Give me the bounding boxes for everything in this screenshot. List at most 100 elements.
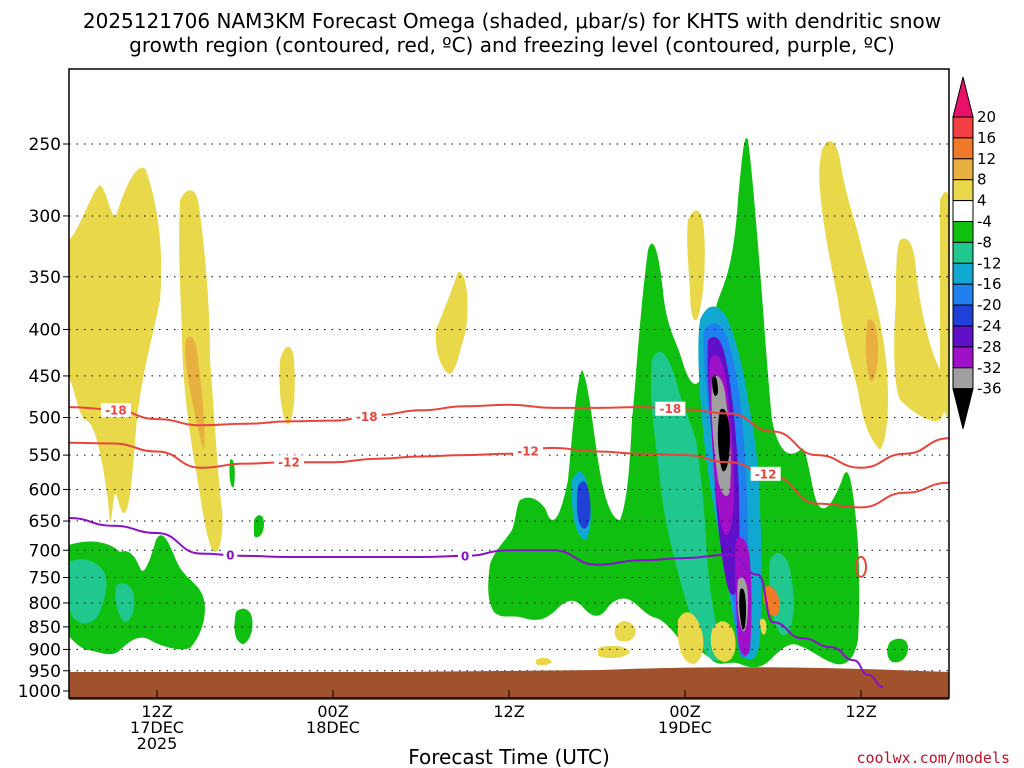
x-tick-label-1-2: 18DEC (306, 718, 360, 737)
colorbar-bin-13 (952, 367, 974, 390)
y-tick-label-600: 600 (29, 480, 61, 500)
x-tick-label-1-1: 00Z (317, 702, 348, 721)
omega-shade-orange-2 (865, 319, 878, 381)
colorbar-label-4: 4 (977, 192, 987, 210)
omega-shade-yellow-7 (894, 238, 946, 421)
omega-shade-yellow-8 (940, 191, 949, 420)
colorbar-bin-6 (952, 221, 974, 243)
omega-shade-yellow-2 (179, 190, 223, 552)
x-tick-label-0-2: 17DEC (130, 718, 184, 737)
contour-label-bg-dgz_minus12-2 (750, 466, 781, 481)
y-tick-label-450: 450 (29, 367, 61, 387)
x-tick-label-0-3: 2025 (137, 734, 178, 753)
omega-shade-green-2 (234, 608, 253, 644)
colorbar-label-10: -24 (977, 317, 1002, 335)
y-tick-label-350: 350 (29, 268, 61, 288)
omega-shade-yellow-11 (598, 645, 630, 659)
colorbar-bin-2 (952, 137, 974, 160)
y-tick-label-800: 800 (29, 594, 61, 614)
y-tick-label-250: 250 (29, 135, 61, 155)
contour-label-bg-dgz_minus12-0 (274, 455, 304, 470)
colorbar-bin-3 (952, 158, 974, 181)
contour-minus12-loop (855, 555, 867, 578)
temperature-contours: -18 -18 -18 -12 -12 -12 0 0 (68, 401, 950, 688)
x-axis-label: Forecast Time (UTC) (408, 745, 610, 768)
colorbar-label-6: -8 (977, 233, 992, 251)
colorbar-label-3: 8 (977, 171, 987, 189)
x-tick-label-3-2: 19DEC (658, 718, 712, 737)
colorbar-label-1: 16 (977, 129, 996, 147)
omega-shade-black-main (717, 408, 730, 472)
omega-shade-green-1 (69, 535, 205, 655)
y-tick-label-300: 300 (29, 207, 61, 227)
contour-label-dgz_minus18-1: -18 (356, 410, 378, 424)
chart-title-line1: 2025121706 NAM3KM Forecast Omega (shaded… (83, 9, 941, 33)
x-tick-label-2-1: 12Z (493, 702, 524, 721)
omega-shade-yellow-1 (69, 167, 162, 522)
colorbar-bin-9 (952, 283, 974, 306)
colorbar-bin-1 (952, 116, 974, 139)
omega-shade-yellow-13 (536, 657, 552, 666)
credit-text: coolwx.com/models (856, 749, 1010, 767)
y-tick-label-550: 550 (29, 446, 61, 466)
y-tick-label-950: 950 (29, 662, 61, 682)
colorbar-label-8: -16 (977, 275, 1002, 293)
colorbar-label-9: -20 (977, 296, 1002, 314)
x-tick-label-3-1: 00Z (669, 702, 700, 721)
contour-label-dgz_minus18-2: -18 (659, 402, 681, 416)
contour-label-freezing_0-1: 0 (461, 549, 469, 563)
omega-shade-teal-2 (115, 583, 135, 623)
omega-shade-orange-1 (185, 336, 205, 450)
contour-label-dgz_minus12-2: -12 (755, 467, 777, 481)
colorbar-label-13: -36 (977, 380, 1002, 398)
colorbar-bin-10 (952, 304, 974, 327)
colorbar-label-5: -4 (977, 213, 992, 231)
omega-shade-blue-small (576, 481, 591, 529)
colorbar-bin-7 (952, 241, 974, 264)
y-tick-label-400: 400 (29, 320, 61, 340)
chart-title-line2: growth region (contoured, red, ºC) and f… (129, 33, 895, 57)
omega-shade-yellow-14 (760, 618, 767, 635)
x-tick-label-4-1: 12Z (845, 702, 876, 721)
colorbar-top-arrow (952, 76, 974, 118)
contour-label-bg-dgz_minus18-0 (100, 403, 131, 418)
colorbar-label-12: -32 (977, 359, 1002, 377)
y-tick-label-850: 850 (29, 618, 61, 638)
y-tick-label-650: 650 (29, 512, 61, 532)
omega-shade-green-small-1 (887, 638, 908, 663)
y-tick-label-1000: 1000 (18, 682, 61, 702)
colorbar-bin-5 (952, 200, 974, 223)
contour-label-bg-dgz_minus18-2 (655, 401, 686, 416)
omega-shade-yellow-10 (710, 621, 736, 662)
omega-shade-green-4 (229, 459, 235, 488)
x-tick-label-0-1: 12Z (141, 702, 172, 721)
colorbar-bin-4 (952, 179, 974, 202)
contour-label-dgz_minus18-0: -18 (105, 404, 127, 418)
colorbar-bin-12 (952, 346, 974, 369)
y-tick-label-900: 900 (29, 640, 61, 660)
contour-label-bg-dgz_minus18-1 (351, 409, 382, 424)
contour-label-bg-freezing_0-1 (458, 548, 472, 563)
contour-label-freezing_0-0: 0 (226, 549, 234, 563)
omega-shade-teal-1 (69, 559, 107, 624)
colorbar-bottom-arrow (952, 388, 974, 429)
colorbar-label-7: -12 (977, 254, 1002, 272)
omega-shade-yellow-3 (279, 346, 295, 425)
ground-surface-edge (69, 667, 949, 700)
y-tick-label-750: 750 (29, 568, 61, 588)
y-tick-label-700: 700 (29, 541, 61, 561)
colorbar-bin-8 (952, 262, 974, 285)
contour-label-dgz_minus12-1: -12 (517, 445, 539, 459)
omega-shade-yellow-4 (435, 271, 468, 374)
y-tick-label-500: 500 (29, 409, 61, 429)
contour-label-dgz_minus12-0: -12 (278, 456, 300, 470)
omega-colorbar: 20 16 12 8 4 -4 -8 -12 -16 -20 -24 -28 -32 -36 (952, 76, 1002, 429)
colorbar-label-2: 12 (977, 150, 996, 168)
pressure-axis: 2503003504004505005506006507007508008509… (18, 135, 69, 702)
contour-dgz_minus12 (68, 441, 950, 509)
contour-dgz_minus18 (68, 403, 950, 469)
colorbar-label-0: 20 (977, 108, 996, 126)
omega-shade-yellow-5 (687, 210, 705, 321)
